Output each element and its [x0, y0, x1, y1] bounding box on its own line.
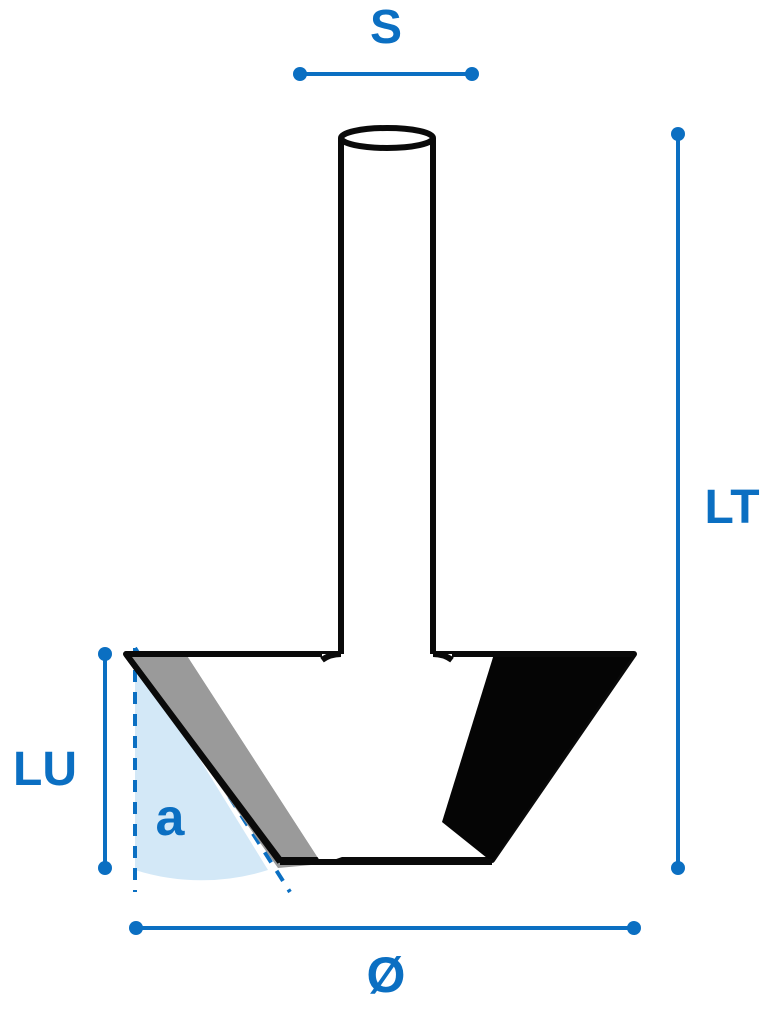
label-lu: LU: [10, 742, 80, 797]
router-bit-diagram: [0, 0, 772, 1010]
shank-top: [341, 128, 433, 148]
label-s: S: [360, 0, 412, 55]
shank-body: [341, 138, 433, 654]
label-a: a: [148, 788, 192, 848]
label-lt: LT: [700, 480, 764, 535]
label-diameter: Ø: [358, 946, 414, 1004]
